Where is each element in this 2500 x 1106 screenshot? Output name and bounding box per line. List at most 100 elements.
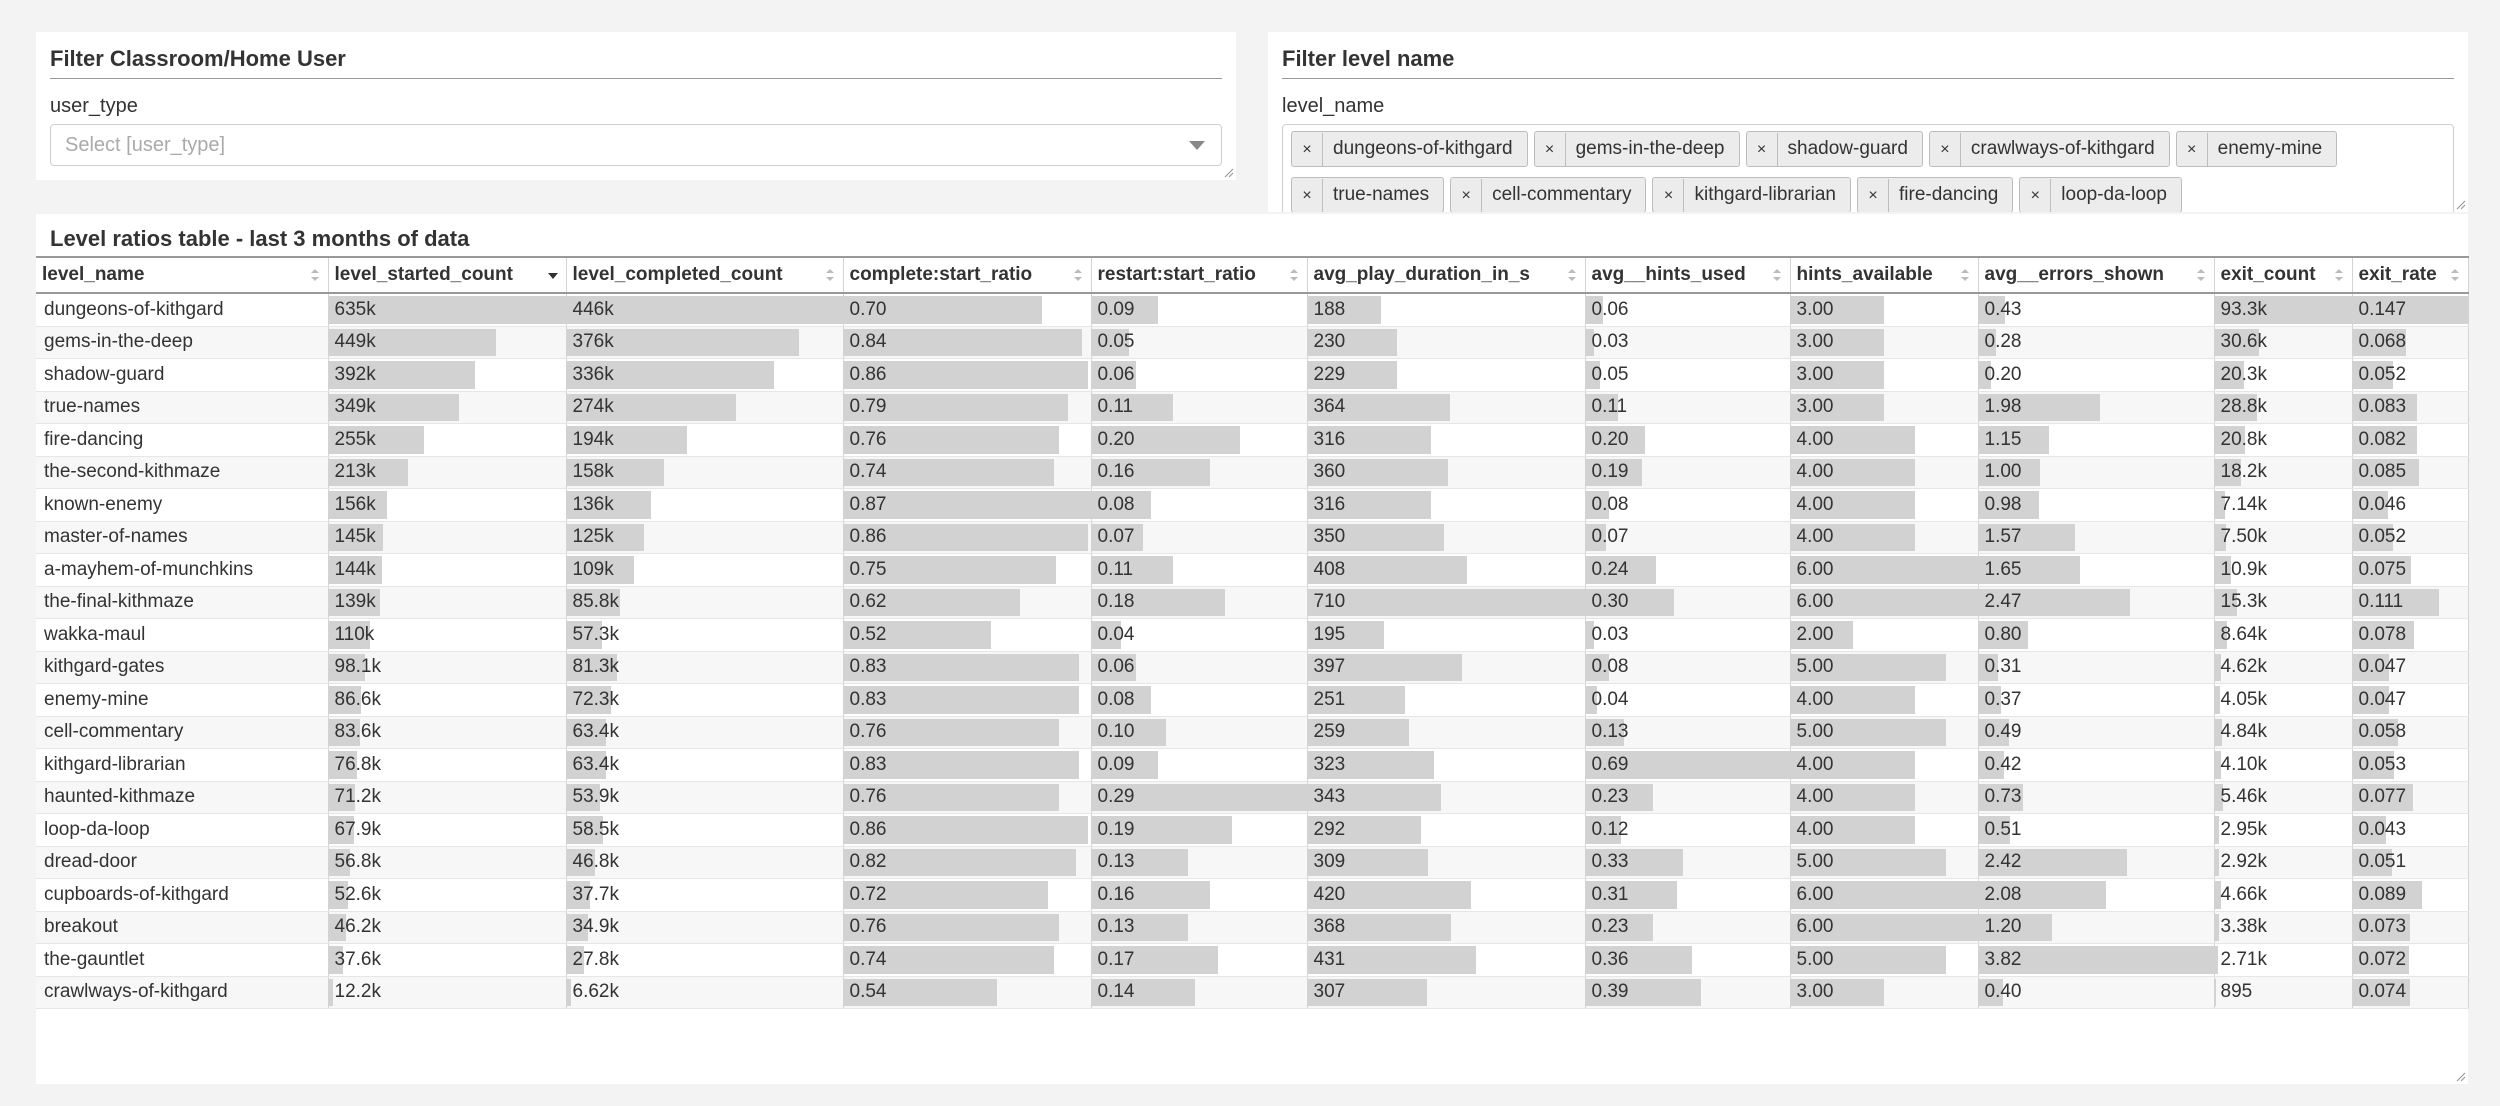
cell-value: kithgard-gates bbox=[44, 656, 165, 678]
cell-value: 431 bbox=[1313, 948, 1346, 970]
table-cell: 28.8k bbox=[2214, 391, 2353, 424]
cell-value-bar bbox=[843, 816, 1088, 844]
table-row: true-names 349k 274k 0.79 0.11 364 0.11 3.00 1.9… bbox=[36, 391, 2469, 424]
cell-value: 0.79 bbox=[849, 396, 887, 418]
remove-tag-icon[interactable]: × bbox=[1653, 179, 1685, 212]
remove-tag-icon[interactable]: × bbox=[1292, 133, 1323, 167]
column-header-label: level_name bbox=[42, 264, 145, 285]
cell-value-bar bbox=[1091, 848, 1188, 876]
column-header-level-started-count[interactable]: level_started_count bbox=[328, 256, 567, 294]
table-cell: 1.65 bbox=[1978, 553, 2215, 587]
column-header-exit-rate[interactable]: exit_rate bbox=[2352, 256, 2469, 294]
table-cell: 1.20 bbox=[1978, 911, 2215, 944]
sort-icon[interactable] bbox=[2196, 267, 2206, 283]
cell-value-bar bbox=[1091, 458, 1211, 486]
remove-tag-icon[interactable]: × bbox=[1451, 179, 1483, 212]
table-cell: 0.69 bbox=[1585, 748, 1791, 782]
column-header-level-completed-count[interactable]: level_completed_count bbox=[566, 256, 844, 294]
cell-value-bar bbox=[2214, 783, 2223, 811]
cell-value-bar bbox=[2214, 751, 2221, 779]
column-header-restart-start-ratio[interactable]: restart:start_ratio bbox=[1091, 256, 1308, 294]
cell-value-bar bbox=[1091, 751, 1159, 779]
sort-icon[interactable] bbox=[2334, 267, 2344, 283]
cell-value: 52.6k bbox=[334, 883, 381, 905]
remove-tag-icon[interactable]: × bbox=[1292, 179, 1323, 212]
column-header-hints-available[interactable]: hints_available bbox=[1790, 256, 1979, 294]
resize-handle-icon[interactable] bbox=[1224, 168, 1234, 178]
remove-tag-icon[interactable]: × bbox=[1858, 179, 1889, 212]
table-cell: 3.00 bbox=[1790, 976, 1979, 1009]
cell-value-bar bbox=[2352, 556, 2412, 584]
user-type-select[interactable]: Select [user_type] bbox=[50, 124, 1222, 166]
sort-icon[interactable] bbox=[825, 267, 835, 283]
resize-handle-icon[interactable] bbox=[2456, 200, 2466, 210]
cell-value-bar bbox=[2352, 393, 2418, 421]
tag-label: enemy-mine bbox=[2217, 138, 2323, 159]
cell-value: 2.42 bbox=[1984, 851, 2022, 873]
level-tag: × shadow-guard bbox=[1745, 131, 1923, 167]
sort-icon[interactable] bbox=[310, 267, 320, 283]
sort-icon[interactable] bbox=[1960, 267, 1970, 283]
cell-value-bar bbox=[1790, 653, 1947, 681]
table-cell: 76.8k bbox=[328, 748, 567, 782]
chevron-down-icon[interactable] bbox=[1189, 141, 1205, 150]
column-header-avg-hints-used[interactable]: avg__hints_used bbox=[1585, 256, 1791, 294]
cell-value-bar bbox=[843, 946, 1054, 974]
cell-value-bar bbox=[1978, 328, 1996, 356]
remove-tag-icon[interactable]: × bbox=[2177, 133, 2208, 167]
cell-value-bar bbox=[2352, 361, 2394, 389]
table-cell: 56.8k bbox=[328, 846, 567, 879]
sort-icon[interactable] bbox=[1289, 267, 1299, 283]
resize-handle-icon[interactable] bbox=[2456, 1072, 2466, 1082]
cell-value: 5.46k bbox=[2220, 786, 2267, 808]
cell-value-bar bbox=[1790, 556, 1977, 584]
level-ratios-table-panel: Level ratios table - last 3 months of da… bbox=[36, 214, 2469, 1084]
table-cell: 46.8k bbox=[566, 846, 844, 879]
cell-value-bar bbox=[843, 296, 1043, 324]
column-header-avg-play-duration-in-s[interactable]: avg_play_duration_in_s bbox=[1307, 256, 1586, 294]
table-cell: 0.87 bbox=[843, 488, 1092, 522]
cell-value-bar bbox=[566, 523, 644, 551]
remove-tag-icon[interactable]: × bbox=[1930, 133, 1961, 167]
remove-tag-icon[interactable]: × bbox=[1747, 133, 1778, 167]
remove-tag-icon[interactable]: × bbox=[1535, 133, 1566, 167]
remove-tag-icon[interactable]: × bbox=[2020, 179, 2052, 212]
table-cell: 0.13 bbox=[1091, 911, 1308, 944]
sort-icon[interactable] bbox=[1073, 267, 1083, 283]
cell-value: 0.09 bbox=[1097, 298, 1135, 320]
column-header-complete-start-ratio[interactable]: complete:start_ratio bbox=[843, 256, 1092, 294]
column-header-level-name[interactable]: level_name bbox=[36, 256, 329, 294]
cell-value-bar bbox=[566, 816, 603, 844]
cell-value-bar bbox=[566, 718, 606, 746]
cell-value-bar bbox=[328, 653, 366, 681]
table-cell: 0.20 bbox=[1585, 423, 1791, 457]
cell-value: 323 bbox=[1313, 753, 1346, 775]
table-cell: 420 bbox=[1307, 878, 1586, 912]
cell-value: 63.4k bbox=[572, 753, 619, 775]
level-tag: × crawlways-of-kithgard bbox=[1928, 131, 2170, 167]
table-cell: 10.9k bbox=[2214, 553, 2353, 587]
cell-value: 376k bbox=[572, 331, 614, 353]
level-tag: × cell-commentary bbox=[1450, 177, 1647, 212]
cell-value-bar bbox=[1307, 881, 1472, 909]
table-row: loop-da-loop 67.9k 58.5k 0.86 0.19 292 0.12 4.0… bbox=[36, 813, 2469, 847]
cell-value: 0.06 bbox=[1097, 656, 1135, 678]
sort-descending-icon[interactable] bbox=[547, 267, 558, 283]
cell-value: 0.03 bbox=[1591, 623, 1629, 645]
level-name-cell: the-second-kithmaze bbox=[36, 456, 329, 489]
sort-icon[interactable] bbox=[1567, 267, 1577, 283]
level-name-multiselect[interactable]: × dungeons-of-kithgard × gems-in-the-deep × s… bbox=[1282, 124, 2454, 212]
sort-icon[interactable] bbox=[2450, 267, 2460, 283]
column-header-exit-count[interactable]: exit_count bbox=[2214, 256, 2353, 294]
table-row: haunted-kithmaze 71.2k 53.9k 0.76 0.29 343 0.2… bbox=[36, 781, 2469, 814]
table-row: the-gauntlet 37.6k 27.8k 0.74 0.17 431 0.36 5.0… bbox=[36, 943, 2469, 977]
cell-value: 4.10k bbox=[2220, 753, 2267, 775]
table-cell: 86.6k bbox=[328, 683, 567, 717]
cell-value-bar bbox=[1091, 361, 1136, 389]
cell-value-bar bbox=[843, 751, 1080, 779]
sort-icon[interactable] bbox=[1772, 267, 1782, 283]
cell-value: 0.36 bbox=[1591, 948, 1629, 970]
column-header-avg-errors-shown[interactable]: avg__errors_shown bbox=[1978, 256, 2215, 294]
level-name-cell: breakout bbox=[36, 911, 329, 944]
table-row: master-of-names 145k 125k 0.86 0.07 350 0.07 4.… bbox=[36, 521, 2469, 554]
